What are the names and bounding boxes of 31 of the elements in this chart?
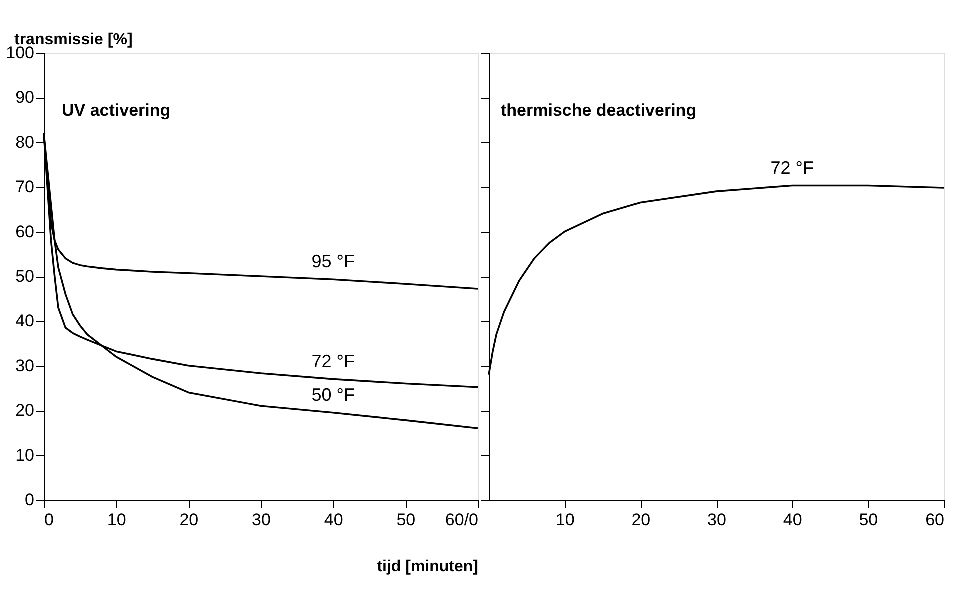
series-label: 72 °F	[770, 158, 814, 178]
x-tick-label: 50	[859, 510, 878, 530]
x-tick-label: 20	[632, 510, 651, 530]
x-tick-label: 40	[324, 510, 344, 530]
y-tick-label: 50	[16, 267, 34, 286]
x-tick-label: 0	[44, 510, 54, 530]
annotation: thermische deactivering	[501, 101, 697, 120]
y-tick-label: 30	[16, 356, 34, 376]
y-tick-label: 60	[16, 222, 34, 242]
x-tick-label: 60/0	[445, 510, 478, 530]
y-tick-label: 90	[16, 88, 34, 108]
series-label: 50 °F	[312, 384, 355, 405]
y-tick-label: 20	[16, 401, 34, 420]
x-tick-label: 30	[708, 510, 726, 530]
x-tick-label: 20	[180, 510, 199, 530]
series-label: 95 °F	[312, 252, 355, 272]
y-tick-label: 100	[6, 44, 34, 62]
y-tick-label: 80	[16, 132, 34, 152]
x-tick-label: 60	[926, 510, 944, 530]
y-tick-label: 0	[25, 490, 34, 510]
x-axis-title: tijd [minuten]	[377, 558, 478, 576]
y-tick-label: 40	[16, 312, 34, 331]
x-tick-label: 30	[252, 510, 271, 530]
x-tick-label: 40	[783, 510, 802, 530]
x-tick-label: 50	[396, 510, 416, 530]
y-tick-label: 10	[16, 446, 34, 465]
annotation: UV activering	[62, 101, 171, 120]
y-tick-label: 70	[16, 178, 34, 197]
x-tick-label: 10	[107, 510, 126, 530]
x-tick-label: 10	[556, 510, 575, 530]
series-label: 72 °F	[312, 351, 355, 372]
